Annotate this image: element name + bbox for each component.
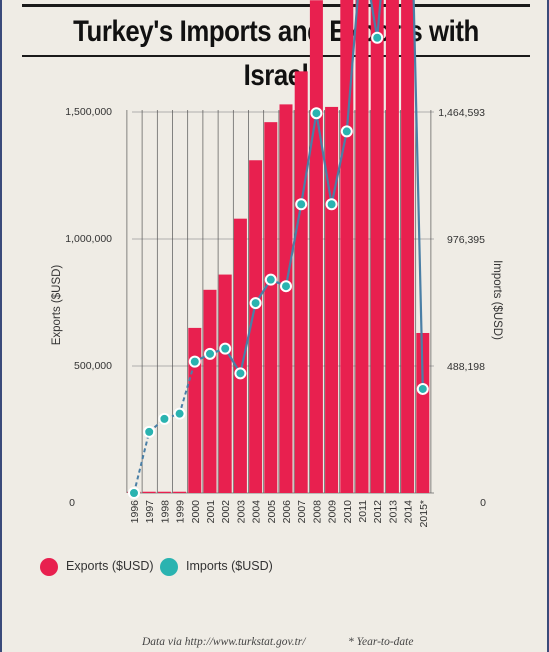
export-bar — [142, 491, 156, 493]
category-label: 2006 — [281, 500, 293, 524]
import-point — [310, 107, 323, 120]
category-label: 2004 — [251, 500, 263, 524]
export-bar — [218, 274, 232, 493]
frame-border-left — [0, 0, 2, 652]
export-bar — [401, 0, 415, 493]
category-label: 1999 — [175, 500, 187, 524]
category-label: 2003 — [235, 500, 247, 524]
import-line-dashed — [133, 361, 196, 494]
export-bar — [370, 0, 384, 494]
import-point — [128, 487, 140, 499]
export-bar — [416, 332, 430, 493]
import-point — [188, 355, 201, 368]
import-point — [280, 280, 292, 293]
axis-labels: 0500,0001,000,0001,500,0002,000,0002,500… — [51, 106, 503, 527]
export-bar — [340, 0, 354, 494]
right-tick-label: 0 — [480, 497, 486, 509]
category-label: 2001 — [205, 500, 217, 524]
export-bar — [188, 327, 202, 493]
right-tick-label: 488,198 — [447, 361, 485, 373]
legend-item-exports: Exports ($USD) — [40, 556, 154, 576]
export-bar — [173, 491, 187, 493]
category-label: 1997 — [144, 500, 156, 524]
category-label: 2007 — [296, 500, 308, 524]
import-point — [371, 31, 384, 44]
import-point — [204, 347, 216, 360]
right-tick-label: 1,464,593 — [438, 107, 485, 119]
export-bar — [233, 218, 247, 493]
source-note: Data via http://www.turkstat.gov.tr/ — [142, 636, 306, 648]
export-bar — [157, 491, 171, 493]
import-point — [173, 407, 186, 420]
export-bar — [264, 122, 278, 493]
import-point — [325, 198, 338, 211]
export-bar — [203, 289, 217, 493]
import-point — [143, 425, 156, 438]
import-point — [219, 342, 232, 355]
category-label: 2011 — [357, 500, 369, 523]
category-label: 2010 — [342, 500, 354, 524]
export-bar — [325, 106, 339, 494]
import-point — [416, 382, 429, 395]
imports-swatch — [160, 557, 178, 576]
category-label: 2015* — [418, 500, 430, 527]
title-rule-top — [22, 4, 530, 7]
right-tick-label: 976,395 — [447, 234, 485, 246]
import-point — [249, 297, 262, 310]
category-label: 2012 — [372, 500, 384, 524]
category-label: 2013 — [387, 500, 399, 524]
legend-exports-label: Exports ($USD) — [66, 559, 154, 573]
import-line — [128, 0, 429, 499]
export-bar — [279, 104, 293, 493]
import-line-solid — [194, 0, 424, 389]
category-label: 2002 — [220, 500, 232, 524]
import-point — [158, 412, 171, 425]
export-bar — [294, 71, 308, 494]
title-rule-bottom — [22, 55, 530, 57]
export-bar — [249, 160, 263, 493]
legend-imports-label: Imports ($USD) — [186, 559, 273, 573]
import-point — [295, 198, 308, 211]
import-point — [264, 273, 277, 286]
footer: Data via http://www.turkstat.gov.tr/ * Y… — [0, 636, 549, 652]
category-label: 2014 — [403, 500, 415, 524]
left-tick-label: 1,000,000 — [65, 233, 112, 245]
ytd-note: * Year-to-date — [348, 636, 414, 648]
import-point — [340, 125, 353, 138]
left-axis-title: Exports ($USD) — [51, 265, 63, 346]
legend-item-imports: Imports ($USD) — [160, 556, 273, 576]
category-label: 2009 — [327, 500, 339, 524]
category-label: 1996 — [129, 500, 141, 524]
export-bar — [309, 0, 323, 494]
exports-swatch — [40, 557, 58, 576]
export-bar — [355, 0, 369, 493]
left-tick-label: 0 — [69, 497, 75, 509]
frame-border-right — [547, 0, 549, 652]
right-axis-title: Imports ($USD) — [491, 260, 503, 340]
export-bar — [385, 0, 399, 493]
category-label: 2008 — [311, 500, 323, 524]
left-tick-label: 1,500,000 — [65, 106, 112, 118]
gridlines — [126, 110, 434, 494]
left-tick-label: 500,000 — [74, 360, 112, 372]
category-label: 1998 — [159, 500, 171, 524]
import-point — [234, 367, 247, 380]
category-label: 2005 — [266, 500, 278, 524]
category-label: 2000 — [190, 500, 202, 524]
